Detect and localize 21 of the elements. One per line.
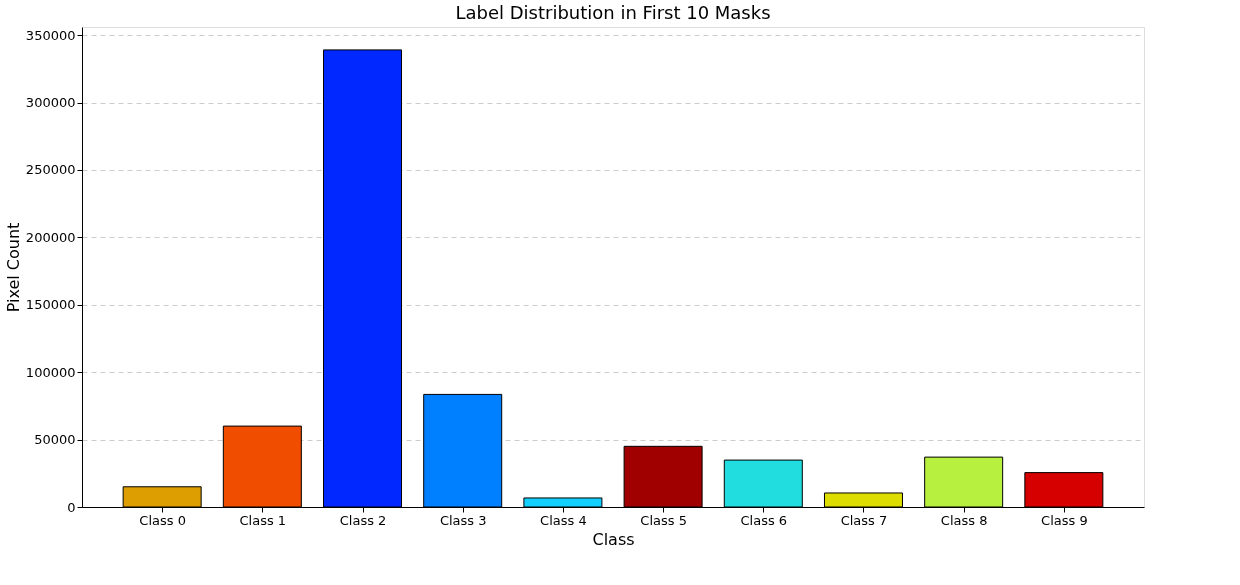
x-tick-label: Class 2 (339, 512, 387, 528)
y-tick-label: 150000 (25, 297, 76, 313)
y-tick-label: 250000 (25, 162, 76, 178)
x-tick-label: Class 5 (640, 512, 687, 528)
y-tick-label: 350000 (25, 27, 76, 43)
y-tick-label: 0 (67, 499, 76, 515)
y-tick-label: 50000 (34, 432, 76, 448)
y-tick-label: 300000 (25, 95, 76, 111)
x-tick-label: Class 3 (439, 512, 487, 528)
x-tick-label: Class 9 (1041, 512, 1088, 528)
chart-title: Label Distribution in First 10 Masks (455, 2, 771, 23)
x-tick-label: Class 7 (840, 512, 888, 528)
x-tick-label: Class 0 (139, 512, 186, 528)
y-tick-label: 200000 (25, 229, 76, 245)
x-tick-label: Class 8 (940, 512, 988, 528)
x-axis-title: Class (592, 529, 635, 549)
y-axis-title: Pixel Count (3, 222, 23, 313)
x-tick-label: Class 1 (239, 512, 287, 528)
y-tick-label: 100000 (25, 364, 76, 380)
x-tick-label: Class 6 (740, 512, 788, 528)
x-tick-label: Class 4 (540, 512, 587, 528)
